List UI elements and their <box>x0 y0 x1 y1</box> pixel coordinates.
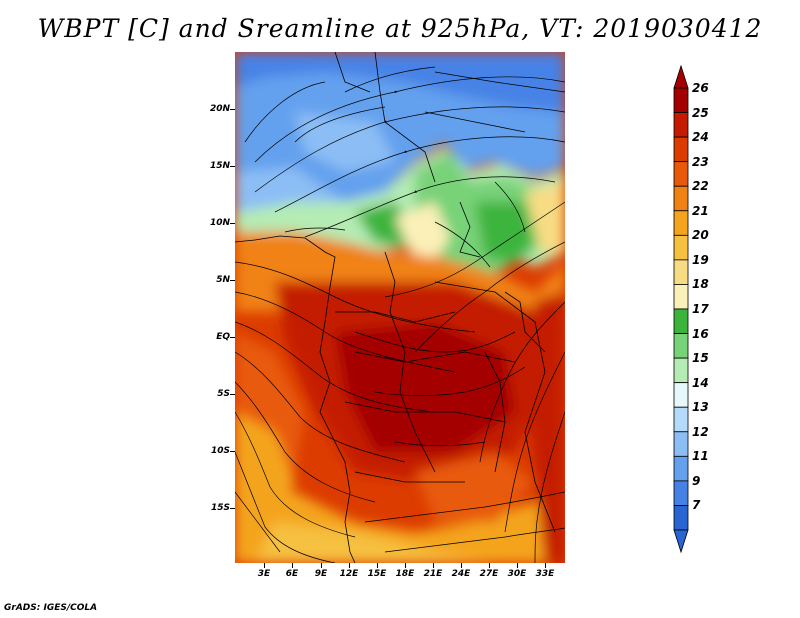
x-tick-27e <box>489 563 490 568</box>
colorbar-label: 17 <box>692 302 709 316</box>
y-tick-5n <box>230 280 235 281</box>
colorbar-label: 11 <box>692 449 709 464</box>
colorbar-label: 9 <box>692 473 701 488</box>
borders <box>235 52 565 563</box>
y-tick-15n <box>230 166 235 167</box>
colorbar-swatch <box>673 87 689 113</box>
x-label-18e: 18E <box>395 569 415 579</box>
colorbar-swatch <box>673 259 689 285</box>
colorbar-swatch <box>673 357 689 384</box>
y-label-eq: EQ <box>216 332 230 342</box>
x-label-12e: 12E <box>339 569 359 579</box>
wbpt-field-map <box>235 52 565 563</box>
y-label-15s: 15S <box>210 503 230 513</box>
colorbar-swatch <box>673 234 689 261</box>
y-label-10n: 10N <box>209 218 230 228</box>
x-label-24e: 24E <box>451 569 471 579</box>
colorbar-label: 25 <box>692 105 709 120</box>
x-tick-30e <box>517 563 518 568</box>
colorbar-label: 21 <box>692 203 709 218</box>
x-tick-18e <box>405 563 406 568</box>
x-tick-24e <box>461 563 462 568</box>
colorbar-swatch <box>673 308 689 334</box>
x-tick-3e <box>264 563 265 568</box>
colorbar-bottom-arrow <box>673 529 689 554</box>
y-label-20n: 20N <box>209 104 230 114</box>
y-tick-15s <box>230 508 235 509</box>
x-label-33e: 33E <box>535 569 555 579</box>
x-tick-6e <box>292 563 293 568</box>
colorbar-label: 22 <box>692 179 709 194</box>
y-label-10s: 10S <box>210 446 230 456</box>
y-tick-10s <box>230 451 235 452</box>
colorbar-swatch <box>673 382 689 408</box>
wbpt-shading <box>235 52 565 563</box>
x-label-15e: 15E <box>367 569 387 579</box>
colorbar-label: 18 <box>692 277 709 292</box>
colorbar-label: 24 <box>692 130 709 145</box>
colorbar-swatch <box>673 112 689 138</box>
x-tick-15e <box>377 563 378 568</box>
colorbar-top-arrow <box>673 64 689 89</box>
x-label-9e: 9E <box>314 569 328 579</box>
colorbar-label: 23 <box>692 154 709 169</box>
y-label-15n: 15N <box>209 161 230 171</box>
colorbar-swatch <box>673 406 689 433</box>
chart-title: WBPT [C] and Sreamline at 925hPa, VT: 20… <box>37 14 763 43</box>
x-tick-21e <box>433 563 434 568</box>
colorbar-label: 14 <box>692 375 709 390</box>
x-tick-12e <box>349 563 350 568</box>
colorbar-label: 15 <box>692 351 709 366</box>
y-label-5n: 5N <box>216 275 230 285</box>
colorbar-label: 7 <box>692 498 701 513</box>
x-label-3e: 3E <box>257 569 271 579</box>
colorbar-swatch <box>673 210 689 236</box>
x-tick-33e <box>545 563 546 568</box>
colorbar-swatch <box>673 505 689 531</box>
colorbar-label: 19 <box>692 252 709 267</box>
colorbar-swatch <box>673 480 689 506</box>
colorbar-swatch <box>673 161 689 187</box>
colorbar-swatch <box>673 136 689 163</box>
y-tick-20n <box>230 109 235 110</box>
colorbar-swatch <box>673 185 689 212</box>
colorbar-swatch <box>673 333 689 359</box>
y-tick-10n <box>230 223 235 224</box>
y-tick-5s <box>230 394 235 395</box>
colorbar-swatch <box>673 284 689 310</box>
x-tick-9e <box>321 563 322 568</box>
colorbar-label: 16 <box>692 326 709 341</box>
x-label-30e: 30E <box>507 569 527 579</box>
colorbar-label: 12 <box>692 424 709 439</box>
footer-credit: GrADS: IGES/COLA <box>4 603 98 613</box>
y-tick-eq <box>230 337 235 338</box>
colorbar-label: 13 <box>692 400 709 415</box>
x-label-21e: 21E <box>423 569 443 579</box>
y-label-5s: 5S <box>217 389 230 399</box>
colorbar-swatch <box>673 455 689 482</box>
colorbar-swatch <box>673 431 689 457</box>
x-label-6e: 6E <box>285 569 299 579</box>
colorbar-label: 26 <box>692 81 709 95</box>
x-label-27e: 27E <box>479 569 499 579</box>
map-panel <box>235 52 565 563</box>
colorbar-label: 20 <box>692 228 709 243</box>
streamlines <box>235 66 565 563</box>
